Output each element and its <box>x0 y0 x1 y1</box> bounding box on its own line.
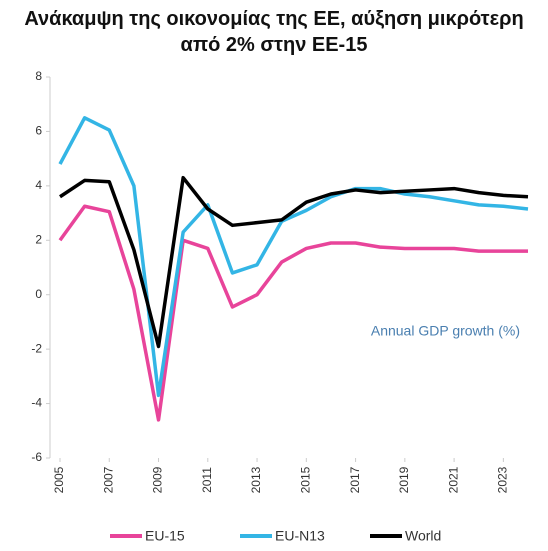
y-tick-label: 8 <box>35 69 42 83</box>
legend-label: World <box>405 528 441 544</box>
x-tick-label: 2019 <box>397 466 411 493</box>
x-tick-label: 2011 <box>200 467 214 493</box>
y-tick-label: 4 <box>35 178 42 192</box>
legend-label: EU-15 <box>145 528 185 544</box>
y-tick-label: -4 <box>31 396 42 410</box>
y-tick-label: -2 <box>31 341 42 355</box>
series-line <box>58 116 529 398</box>
x-tick-label: 2023 <box>496 466 510 493</box>
series-line <box>59 175 529 349</box>
legend-item: EU-15 <box>110 528 185 544</box>
x-tick-label: 2015 <box>298 466 312 493</box>
x-tick-label: 2021 <box>446 466 460 493</box>
chart-title: Ανάκαμψη της οικονομίας της ΕΕ, αύξηση μ… <box>24 8 524 56</box>
y-tick-label: 0 <box>35 287 42 301</box>
x-tick-label: 2017 <box>348 466 362 493</box>
legend-item: World <box>370 528 441 544</box>
x-tick-label: 2007 <box>101 466 115 493</box>
legend-label: EU-N13 <box>275 528 325 544</box>
x-tick-label: 2009 <box>151 466 165 493</box>
y-tick-label: -6 <box>31 450 42 464</box>
y-tick-label: 2 <box>35 232 42 246</box>
y-tick-label: 6 <box>35 124 42 138</box>
x-tick-label: 2013 <box>249 466 263 493</box>
series-line <box>58 204 528 422</box>
annotation: Annual GDP growth (%) <box>371 323 520 339</box>
legend-item: EU-N13 <box>240 528 325 544</box>
x-tick-label: 2005 <box>52 466 66 493</box>
